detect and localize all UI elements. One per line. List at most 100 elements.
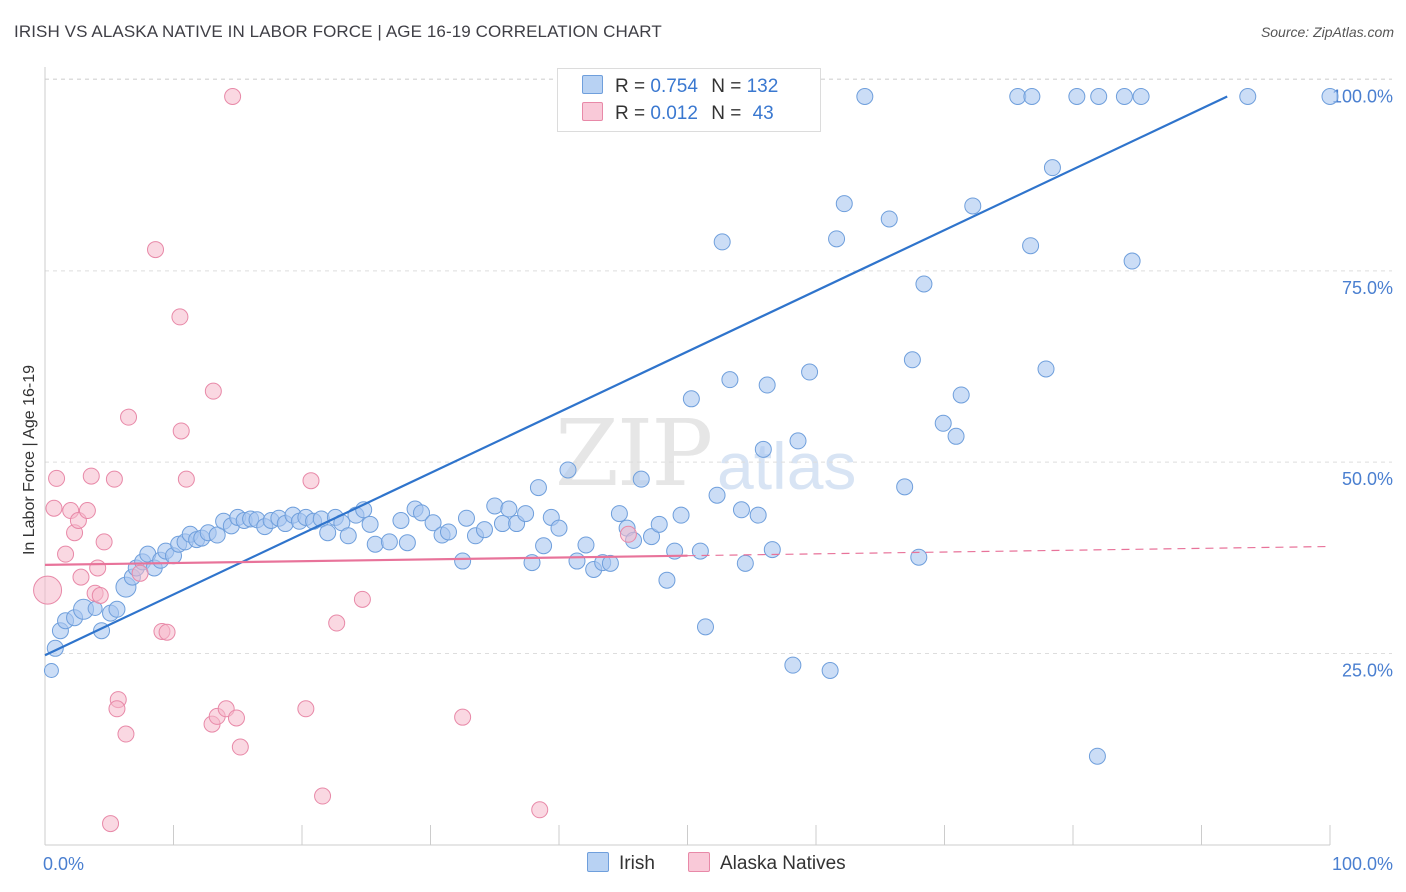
alaska-point-23 — [158, 623, 176, 641]
irish-point-96 — [758, 376, 776, 394]
irish-point-100 — [801, 363, 819, 381]
irish-point-118 — [856, 88, 874, 105]
alaska-point-3 — [57, 545, 75, 563]
irish-point-117 — [1123, 252, 1141, 270]
alaska-point-15 — [105, 470, 123, 488]
irish-point-70 — [550, 519, 568, 537]
alaska-point-40 — [531, 801, 549, 819]
alaska-point-21 — [147, 241, 165, 259]
alaska-point-32 — [227, 709, 245, 727]
irish-point-120 — [1023, 88, 1041, 105]
alaska-trend-line — [44, 554, 688, 566]
bottom-legend-alaska: Alaska Natives — [688, 852, 846, 875]
alaska-point-20 — [131, 564, 149, 582]
alaska-point-11 — [89, 559, 107, 577]
irish-point-53 — [413, 504, 431, 522]
irish-point-97 — [763, 541, 781, 559]
irish-point-101 — [821, 662, 839, 679]
alaska-point-33 — [231, 738, 249, 756]
irish-point-121 — [1068, 88, 1086, 105]
irish-point-77 — [610, 505, 628, 523]
irish-point-122 — [1090, 88, 1108, 105]
bottom-legend-irish: Irish — [587, 852, 655, 875]
source-label: Source: ZipAtlas.com — [1260, 24, 1394, 40]
irish-point-65 — [517, 505, 535, 523]
irish-point-0 — [43, 663, 59, 678]
alaska-point-26 — [177, 470, 195, 488]
watermark-atlas: atlas — [717, 429, 857, 503]
irish-point-49 — [380, 533, 398, 551]
irish-point-68 — [535, 537, 553, 555]
legend-n-label-alaska: N = — [711, 103, 742, 124]
irish-point-88 — [696, 618, 714, 636]
irish-point-123 — [1115, 88, 1133, 105]
irish-point-80 — [632, 470, 650, 488]
alaska-point-41 — [619, 525, 637, 543]
irish-point-86 — [682, 390, 700, 408]
irish-point-98 — [784, 656, 802, 674]
alaska-trend-extension — [687, 545, 1331, 557]
alaska-point-17 — [108, 700, 126, 718]
irish-point-90 — [713, 233, 731, 251]
legend-row-alaska: R = 0.012 N = 43 — [582, 102, 774, 125]
irish-point-60 — [475, 521, 493, 539]
correlation-legend: R = 0.754 N = 132 R = 0.012 N = 43 — [557, 68, 821, 132]
x-tick-label-min: 0.0% — [43, 854, 84, 874]
alaska-point-24 — [172, 422, 190, 440]
irish-point-72 — [568, 552, 586, 570]
irish-point-93 — [736, 554, 754, 572]
irish-point-124 — [1132, 88, 1150, 105]
irish-point-106 — [903, 351, 921, 369]
y-tick-label-75: 75.0% — [1342, 278, 1393, 298]
irish-point-119 — [1009, 88, 1027, 105]
alaska-point-39 — [454, 708, 472, 726]
alaska-point-7 — [72, 568, 90, 586]
legend-r-value-alaska: 0.012 — [650, 103, 698, 124]
irish-point-71 — [559, 461, 577, 479]
irish-point-102 — [828, 230, 846, 248]
irish-point-50 — [392, 511, 410, 529]
alaska-point-18 — [117, 725, 135, 743]
irish-point-9 — [108, 600, 126, 618]
alaska-legend-label: Alaska Natives — [720, 853, 846, 874]
alaska-point-19 — [120, 408, 138, 426]
chart-title: IRISH VS ALASKA NATIVE IN LABOR FORCE | … — [14, 22, 662, 41]
irish-point-126 — [1321, 88, 1339, 105]
irish-point-73 — [577, 536, 595, 554]
irish-point-63 — [500, 500, 518, 518]
irish-point-111 — [952, 386, 970, 404]
alaska-point-34 — [297, 700, 315, 718]
alaska-point-8 — [78, 502, 96, 520]
irish-point-115 — [1043, 159, 1061, 177]
irish-point-104 — [880, 210, 898, 228]
irish-point-125 — [1239, 88, 1257, 105]
irish-point-116 — [1088, 747, 1106, 765]
irish-point-76 — [601, 554, 619, 572]
alaska-point-35 — [302, 472, 320, 490]
legend-r-value-irish: 0.754 — [650, 76, 698, 97]
irish-point-44 — [339, 527, 357, 545]
irish-point-81 — [643, 528, 661, 546]
irish-point-82 — [650, 515, 668, 533]
legend-n-value-irish: 132 — [746, 76, 779, 97]
irish-point-62 — [493, 515, 511, 533]
irish-point-87 — [691, 542, 709, 560]
irish-legend-swatch — [587, 852, 609, 872]
irish-point-110 — [947, 427, 965, 445]
alaska-point-38 — [353, 590, 371, 608]
irish-point-99 — [789, 432, 807, 450]
alaska-point-14 — [102, 815, 120, 833]
alaska-swatch — [582, 102, 603, 121]
irish-point-48 — [366, 535, 384, 553]
irish-point-58 — [457, 509, 475, 527]
alaska-point-25 — [171, 308, 189, 326]
irish-point-83 — [658, 571, 676, 589]
irish-point-94 — [749, 506, 767, 524]
irish-point-103 — [835, 195, 853, 213]
alaska-point-2 — [48, 469, 66, 487]
legend-r-label-alaska: R = — [615, 103, 646, 124]
irish-point-41 — [319, 524, 337, 542]
alaska-point-13 — [95, 533, 113, 551]
legend-n-value-alaska: 43 — [752, 103, 774, 124]
